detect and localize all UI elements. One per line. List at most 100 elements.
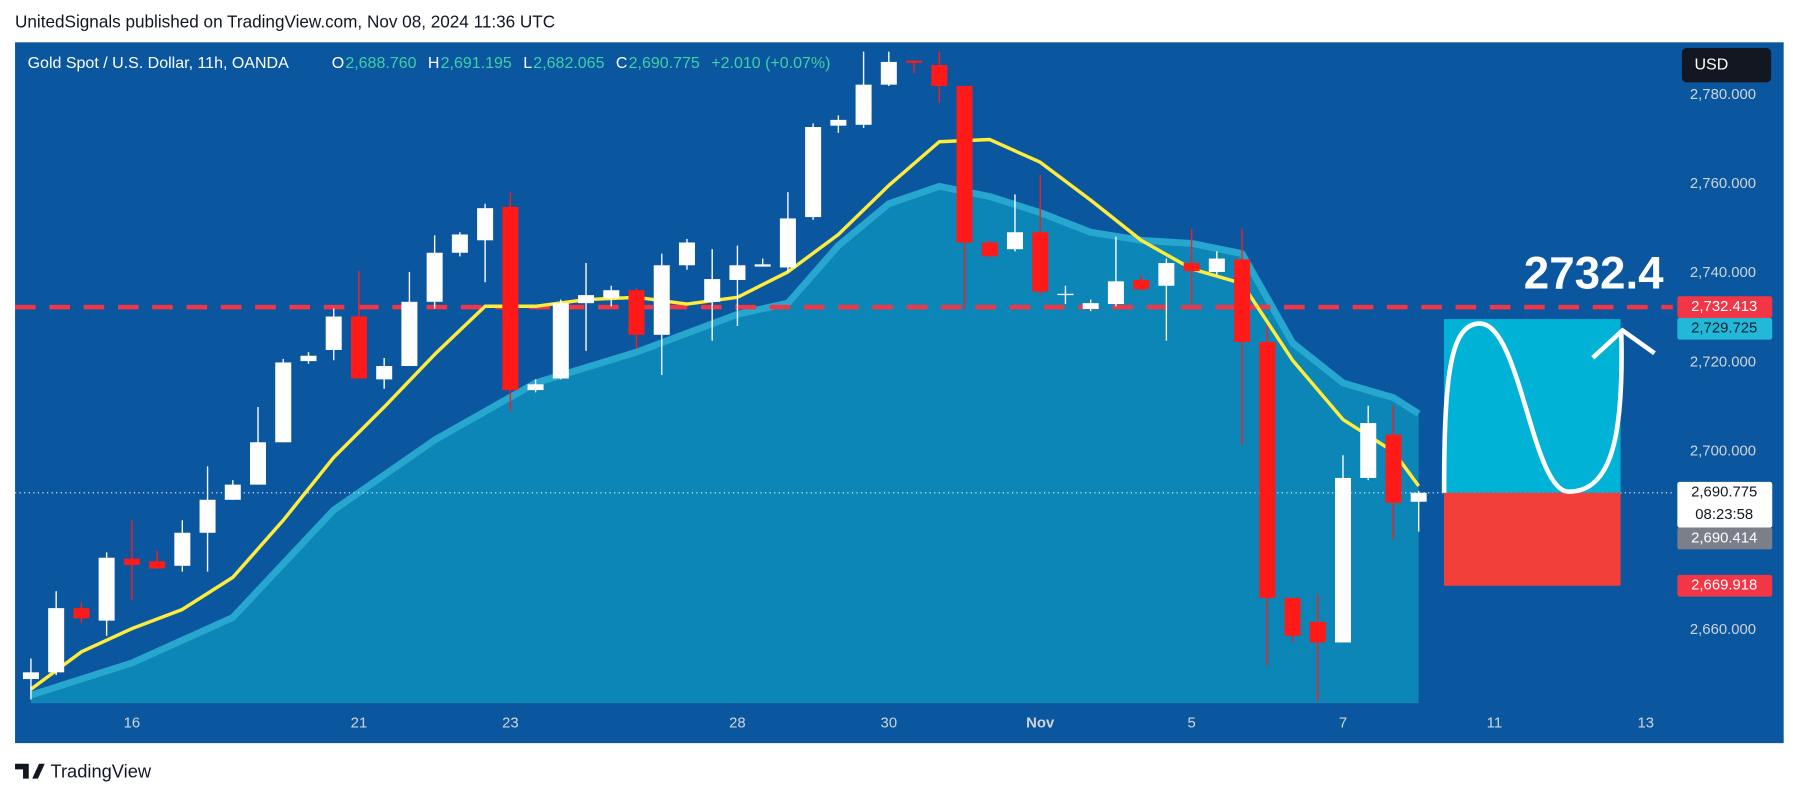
candle-body — [275, 362, 292, 443]
price-tag-label: 2,732.413 — [1691, 299, 1757, 315]
candle-body — [779, 218, 796, 268]
price-tag — [1677, 574, 1773, 597]
x-tick-label: 11 — [1487, 716, 1502, 732]
price-tag — [1677, 481, 1773, 528]
plot: 2,660.000 2,700.000 2,720.000 2,740.000 2,76… — [15, 51, 1773, 732]
price-tag — [1677, 296, 1773, 318]
x-tick-label: Nov — [1026, 716, 1055, 732]
logo-icon — [15, 763, 45, 779]
candle-body — [704, 279, 721, 302]
candle-body — [98, 557, 115, 621]
publish-header: UnitedSignals published on TradingView.c… — [15, 11, 555, 31]
y-tick-label: 2,660.000 — [1690, 622, 1756, 638]
legend-key: O — [332, 55, 344, 72]
x-tick-label: 13 — [1638, 716, 1655, 732]
x-tick-label: 28 — [729, 716, 746, 732]
candle-body — [1234, 259, 1251, 342]
x-tick-label: 7 — [1339, 716, 1347, 732]
y-tick-label: 2,760.000 — [1690, 176, 1756, 192]
candle-body — [1006, 232, 1023, 250]
candle-body — [981, 242, 998, 257]
candle-body — [1107, 281, 1124, 305]
candle-body — [628, 290, 645, 335]
candle-body — [426, 252, 443, 302]
candle-body — [552, 303, 569, 379]
candle-body — [73, 608, 90, 619]
currency-button[interactable] — [1681, 48, 1772, 83]
price-tag — [1677, 527, 1773, 550]
candle-body — [906, 60, 923, 63]
candle-body — [754, 264, 771, 267]
stop-zone — [1443, 492, 1621, 586]
price-tag-label: 2,690.775 — [1691, 485, 1757, 501]
candle-body — [805, 127, 822, 218]
legend-symbol: Gold Spot / U.S. Dollar, 11h, OANDA — [28, 55, 289, 72]
price-tag-label: 2,669.918 — [1691, 578, 1757, 594]
candle-body — [653, 265, 670, 335]
candle-body — [1385, 434, 1402, 503]
x-tick-label: 21 — [351, 716, 368, 732]
x-tick-label: 30 — [881, 716, 898, 732]
candle-body — [502, 206, 519, 391]
footer-brand: TradingView — [50, 761, 151, 782]
candle-body — [300, 355, 317, 362]
legend-value: 2,691.195 — [441, 55, 512, 72]
candle-body — [855, 84, 872, 125]
candle-body — [1183, 263, 1200, 272]
candle-body — [603, 290, 620, 299]
candle-body — [451, 234, 468, 253]
candle-body — [1259, 341, 1276, 598]
candle-body — [1133, 279, 1150, 290]
candle-body — [149, 561, 166, 569]
legend-key: C — [616, 55, 628, 72]
candle-body — [199, 499, 216, 533]
candle-body — [1284, 597, 1301, 636]
candle-body — [477, 208, 494, 241]
candle-body — [224, 484, 241, 500]
y-tick-label: 2,720.000 — [1690, 354, 1756, 370]
x-tick-label: 16 — [124, 716, 141, 732]
legend-key: L — [523, 55, 532, 72]
candle-body — [830, 119, 847, 126]
legend-key: H — [428, 55, 440, 72]
price-tag — [1677, 317, 1773, 340]
target-zone — [1443, 319, 1621, 493]
candle-body — [1410, 492, 1427, 502]
candle-body — [880, 61, 897, 85]
candle-body — [678, 242, 695, 266]
candle-body — [527, 384, 544, 391]
projection-arrow — [1591, 327, 1656, 360]
candle-body — [1309, 621, 1326, 643]
annotation: 2732.4 — [1524, 248, 1664, 299]
candle-body — [1032, 232, 1049, 292]
candle-body — [174, 532, 191, 566]
x-tick-label: 23 — [502, 716, 519, 732]
price-tag-label: 2,690.414 — [1691, 530, 1757, 546]
band-area — [30, 186, 1419, 704]
candle-body — [1082, 303, 1099, 309]
projection-curve — [1441, 321, 1624, 494]
candle-body — [376, 366, 393, 380]
candle-body — [1158, 263, 1175, 286]
y-tick-label: 2,700.000 — [1690, 444, 1756, 460]
candle-body — [729, 265, 746, 280]
candle-body — [350, 316, 367, 379]
footer-logo: TradingView — [15, 761, 152, 782]
price-tag-label: 2,729.725 — [1691, 321, 1757, 337]
legend: O 2,688.760 H 2,691.195 L 2,682.065 C 2,690.775… — [332, 55, 831, 72]
legend-value: 2,682.065 — [533, 55, 604, 72]
candle-body — [123, 558, 140, 565]
candle-body — [1334, 477, 1351, 643]
candle-body — [22, 672, 39, 680]
candle-body — [1208, 258, 1225, 272]
candle-body — [578, 295, 595, 304]
legend-value: 2,688.760 — [345, 55, 416, 72]
currency-label[interactable]: USD — [1695, 56, 1729, 73]
candle-body — [250, 442, 267, 485]
candle-body — [48, 608, 65, 673]
candle-body — [325, 316, 342, 350]
candle-body — [401, 301, 418, 367]
x-tick-label: 5 — [1187, 716, 1195, 732]
